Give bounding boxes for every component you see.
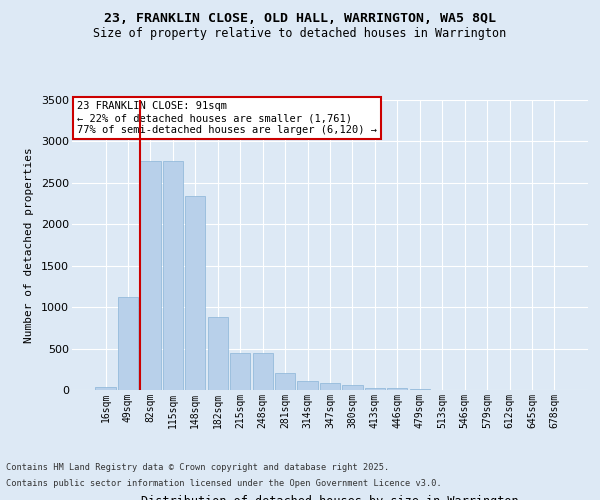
Bar [410,389,430,390]
Text: Contains HM Land Registry data © Crown copyright and database right 2025.: Contains HM Land Registry data © Crown c… [6,464,389,472]
Bar [343,384,362,390]
Bar [163,162,183,390]
Bar [118,297,138,390]
Bar [298,382,317,390]
Bar [95,386,116,390]
Bar [275,372,295,390]
Bar [387,388,407,390]
Text: Contains public sector information licensed under the Open Government Licence v3: Contains public sector information licen… [6,478,442,488]
Text: 23, FRANKLIN CLOSE, OLD HALL, WARRINGTON, WA5 8QL: 23, FRANKLIN CLOSE, OLD HALL, WARRINGTON… [104,12,496,26]
Bar [208,317,228,390]
Text: 23 FRANKLIN CLOSE: 91sqm
← 22% of detached houses are smaller (1,761)
77% of sem: 23 FRANKLIN CLOSE: 91sqm ← 22% of detach… [77,102,377,134]
X-axis label: Distribution of detached houses by size in Warrington: Distribution of detached houses by size … [141,494,519,500]
Bar [230,352,250,390]
Bar [253,352,273,390]
Text: Size of property relative to detached houses in Warrington: Size of property relative to detached ho… [94,28,506,40]
Bar [140,162,161,390]
Bar [365,388,385,390]
Bar [320,382,340,390]
Bar [185,196,205,390]
Y-axis label: Number of detached properties: Number of detached properties [24,147,34,343]
